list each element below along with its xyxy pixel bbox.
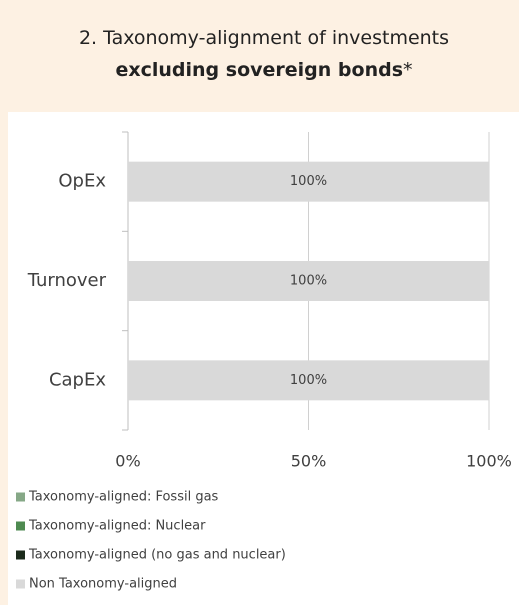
legend-label: Taxonomy-aligned (no gas and nuclear) bbox=[28, 548, 286, 563]
legend-label: Taxonomy-aligned: Nuclear bbox=[28, 519, 206, 534]
legend-swatch bbox=[16, 550, 25, 560]
title-part: excluding sovereign bonds bbox=[115, 59, 403, 81]
bar-segment bbox=[128, 261, 489, 301]
x-tick-label: 50% bbox=[291, 452, 327, 471]
value-label: 100% bbox=[290, 274, 327, 289]
value-label: 100% bbox=[290, 373, 327, 388]
title-part: 2. Taxonomy-alignment of investments bbox=[79, 27, 449, 49]
y-tick-label: OpEx bbox=[58, 171, 106, 192]
bar-segment bbox=[128, 161, 489, 202]
chart-title: excluding sovereign bonds* bbox=[115, 59, 412, 81]
value-label: 100% bbox=[290, 174, 327, 189]
legend-swatch bbox=[16, 492, 25, 502]
y-tick-label: Turnover bbox=[27, 270, 107, 291]
x-tick-label: 0% bbox=[115, 452, 140, 471]
bar-segment bbox=[128, 360, 489, 401]
chart-title: 2. Taxonomy-alignment of investments bbox=[79, 27, 449, 49]
title-part: * bbox=[403, 59, 413, 81]
legend-swatch bbox=[16, 579, 25, 589]
x-tick-label: 100% bbox=[466, 452, 512, 471]
legend-label: Taxonomy-aligned: Fossil gas bbox=[28, 490, 219, 505]
y-tick-label: CapEx bbox=[49, 369, 106, 390]
legend-swatch bbox=[16, 521, 25, 531]
legend-label: Non Taxonomy-aligned bbox=[29, 577, 177, 592]
